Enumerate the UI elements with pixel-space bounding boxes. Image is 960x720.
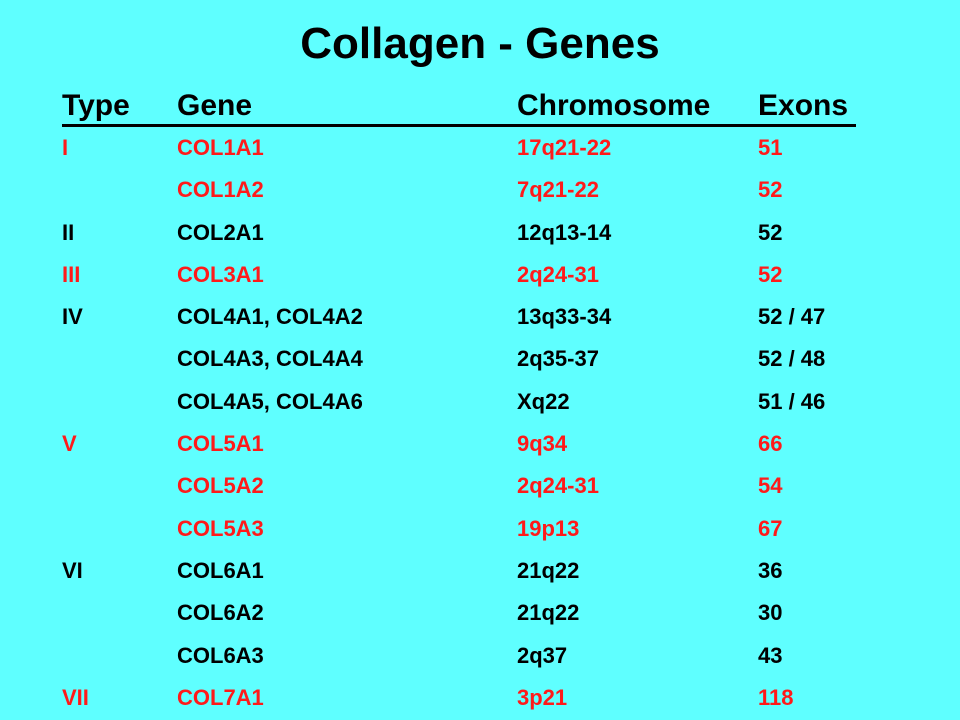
cell-gene: COL2A1 xyxy=(177,219,264,245)
cell-chromosome: 12q13-14 xyxy=(517,219,612,245)
cell-chromosome: 2q37 xyxy=(517,642,568,668)
cell-exons: 54 xyxy=(758,473,783,499)
cell-chromosome: 3p21 xyxy=(517,684,568,710)
cell-gene: COL1A1 xyxy=(177,135,264,160)
table-row: I COL1A1 17q21-22 51 xyxy=(62,127,856,169)
cell-gene: COL4A5, COL4A6 xyxy=(177,388,363,414)
cell-exons: 52 xyxy=(758,177,783,203)
cell-chromosome: Xq22 xyxy=(517,388,570,414)
header-chromosome: Chromosome xyxy=(517,89,711,122)
cell-gene: COL5A2 xyxy=(177,473,264,499)
cell-type: V xyxy=(62,431,77,457)
cell-chromosome: 2q35-37 xyxy=(517,346,599,372)
slide-title: Collagen - Genes xyxy=(300,19,660,68)
table-row: III COL3A1 2q24-31 52 xyxy=(62,254,856,296)
cell-gene: COL4A3, COL4A4 xyxy=(177,346,363,372)
cell-exons: 52 xyxy=(758,261,783,287)
cell-chromosome: 21q22 xyxy=(517,557,580,583)
cell-chromosome: 2q24-31 xyxy=(517,261,599,287)
table-row: COL4A3, COL4A4 2q35-37 52 / 48 xyxy=(62,338,856,380)
cell-type: III xyxy=(62,261,81,287)
cell-chromosome: 9q34 xyxy=(517,431,568,457)
cell-exons: 51 / 46 xyxy=(758,388,826,414)
cell-gene: COL1A2 xyxy=(177,177,264,203)
cell-gene: COL5A3 xyxy=(177,515,264,541)
cell-exons: 30 xyxy=(758,600,783,626)
cell-type: VII xyxy=(62,684,89,710)
cell-type: II xyxy=(62,219,75,245)
cell-exons: 51 xyxy=(758,135,783,160)
table-row: COL1A2 7q21-22 52 xyxy=(62,169,856,211)
table-row: V COL5A1 9q34 66 xyxy=(62,423,856,465)
table-row: VII COL7A1 3p21 118 xyxy=(62,677,856,719)
cell-gene: COL7A1 xyxy=(177,684,264,710)
cell-gene: COL6A1 xyxy=(177,557,264,583)
cell-exons: 66 xyxy=(758,431,783,457)
cell-exons: 52 / 48 xyxy=(758,346,826,372)
cell-chromosome: 17q21-22 xyxy=(517,135,612,160)
cell-exons: 52 xyxy=(758,219,783,245)
table-row: COL6A2 21q22 30 xyxy=(62,592,856,634)
table-body: I COL1A1 17q21-22 51 COL1A2 7q21-22 52 II COL2A1… xyxy=(62,127,856,719)
table-row: COL5A2 2q24-31 54 xyxy=(62,465,856,507)
cell-chromosome: 2q24-31 xyxy=(517,473,599,499)
table-row: COL5A3 19p13 67 xyxy=(62,508,856,550)
table-row: II COL2A1 12q13-14 52 xyxy=(62,212,856,254)
table-header: Type Gene Chromosome Exons xyxy=(62,88,856,127)
cell-gene: COL3A1 xyxy=(177,261,264,287)
table-row: VI COL6A1 21q22 36 xyxy=(62,550,856,592)
table-row: IV COL4A1, COL4A2 13q33-34 52 / 47 xyxy=(62,296,856,338)
cell-chromosome: 21q22 xyxy=(517,600,580,626)
collagen-genes-table: Type Gene Chromosome Exons I COL1A1 17q21-… xyxy=(62,88,856,719)
cell-type: IV xyxy=(62,304,83,330)
table-row: COL4A5, COL4A6 Xq22 51 / 46 xyxy=(62,381,856,423)
header-gene: Gene xyxy=(177,89,253,122)
cell-gene: COL5A1 xyxy=(177,431,264,457)
cell-exons: 36 xyxy=(758,557,783,583)
cell-gene: COL6A3 xyxy=(177,642,264,668)
cell-chromosome: 19p13 xyxy=(517,515,580,541)
cell-type: I xyxy=(62,135,69,160)
cell-exons: 43 xyxy=(758,642,783,668)
cell-gene: COL4A1, COL4A2 xyxy=(177,304,363,330)
cell-gene: COL6A2 xyxy=(177,600,264,626)
header-exons: Exons xyxy=(758,89,849,122)
header-type: Type xyxy=(62,89,130,122)
cell-type: VI xyxy=(62,557,83,583)
cell-chromosome: 13q33-34 xyxy=(517,304,612,330)
cell-exons: 118 xyxy=(758,684,794,710)
cell-exons: 52 / 47 xyxy=(758,304,826,330)
table-row: COL6A3 2q37 43 xyxy=(62,635,856,677)
cell-exons: 67 xyxy=(758,515,783,541)
cell-chromosome: 7q21-22 xyxy=(517,177,599,203)
